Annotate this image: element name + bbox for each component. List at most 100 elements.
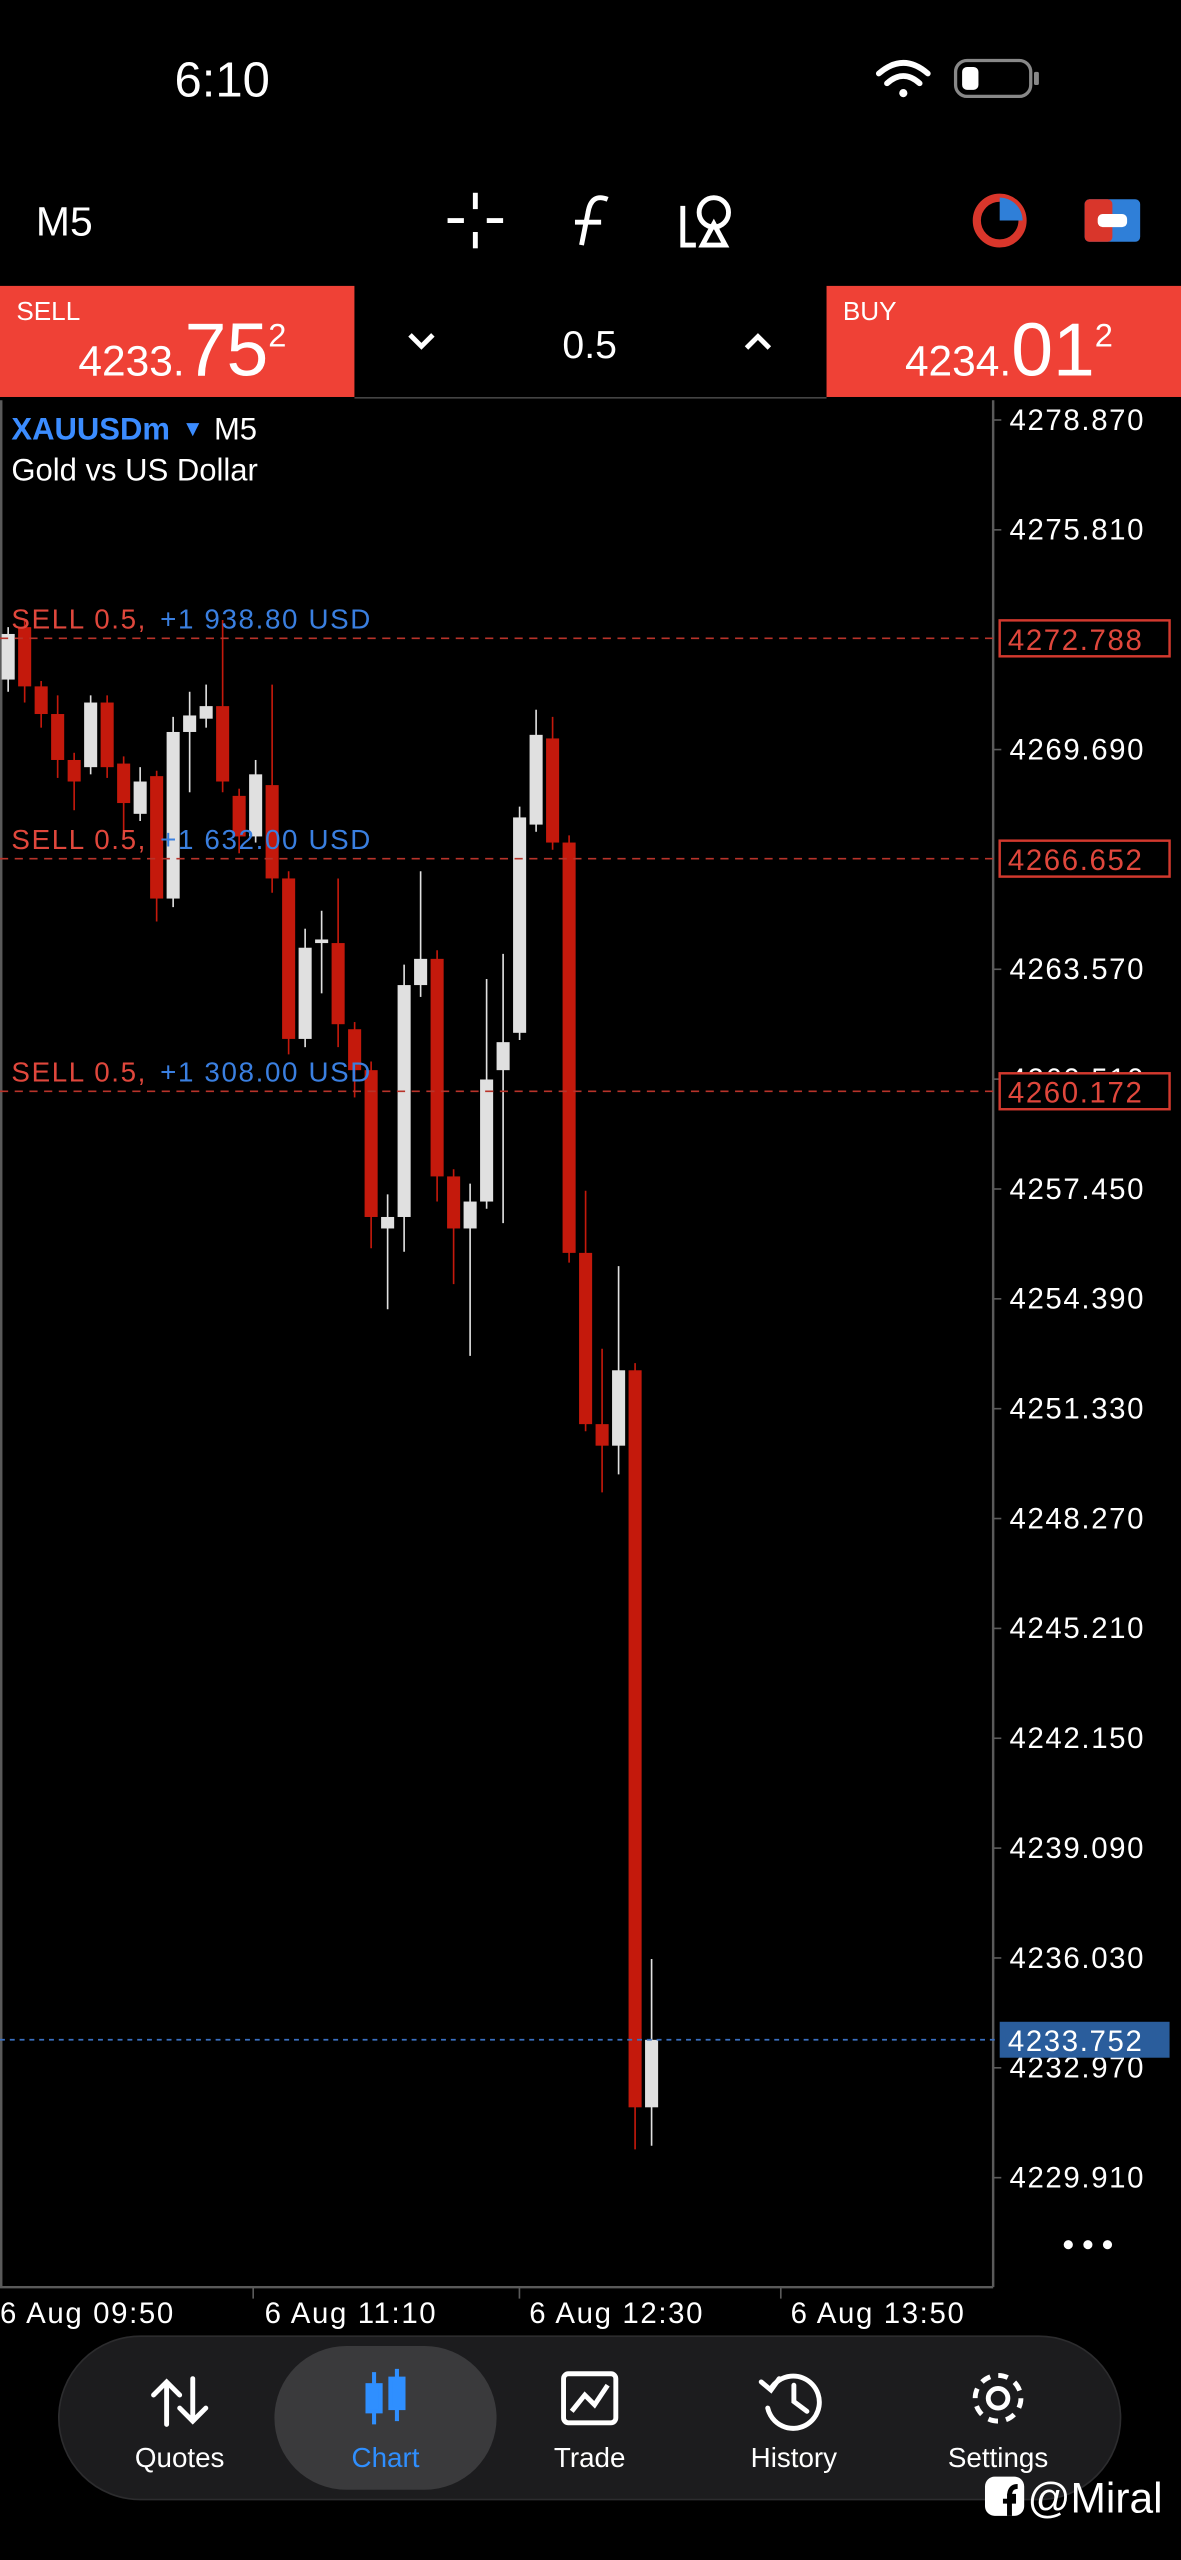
order-price-box bbox=[998, 619, 1171, 658]
crosshair-button[interactable] bbox=[447, 192, 504, 249]
chart-timeframe: M5 bbox=[214, 411, 257, 446]
volume-up[interactable] bbox=[744, 333, 772, 350]
buy-price: 4234.012 bbox=[905, 308, 1113, 392]
volume[interactable]: 0.5 bbox=[562, 324, 616, 367]
y-tick-label: 4229.910 bbox=[1009, 2161, 1145, 2194]
chart-frame bbox=[0, 400, 995, 2289]
candle-body bbox=[645, 2039, 659, 2108]
quotes-icon bbox=[151, 2376, 209, 2427]
y-tick-label: 4245.210 bbox=[1009, 1612, 1145, 1645]
candle-body bbox=[84, 702, 98, 768]
order-label: SELL 0.5, bbox=[11, 824, 147, 855]
settings-icon bbox=[972, 2372, 1024, 2424]
y-tick-label: 4248.270 bbox=[1009, 1502, 1145, 1535]
order-profit: +1 632.00 USD bbox=[160, 824, 372, 855]
buy-price-pips: 01 bbox=[1011, 308, 1095, 392]
candle-body bbox=[133, 781, 147, 814]
battery-icon bbox=[953, 58, 1039, 99]
history-icon bbox=[758, 2373, 822, 2431]
order-text: SELL 0.5, +1 308.00 USD bbox=[11, 1056, 372, 1087]
candle-body bbox=[348, 1029, 362, 1071]
nav-chart[interactable]: Chart bbox=[352, 2442, 420, 2473]
order-price: 4266.652 bbox=[1008, 844, 1144, 877]
order-profit: +1 938.80 USD bbox=[160, 604, 372, 635]
order-text: SELL 0.5, +1 632.00 USD bbox=[11, 824, 372, 855]
bid-price: 4233.752 bbox=[1008, 2025, 1144, 2058]
volume-down[interactable] bbox=[408, 333, 435, 350]
y-tick-label: 4269.690 bbox=[1009, 733, 1145, 766]
nav-trade[interactable]: Trade bbox=[554, 2442, 626, 2473]
candle-body bbox=[628, 1370, 642, 2108]
candle-body bbox=[546, 738, 560, 843]
candle-body bbox=[199, 706, 213, 719]
order-price-box bbox=[998, 1072, 1171, 1111]
bid-price-box bbox=[999, 2021, 1170, 2058]
buy-label: BUY bbox=[843, 296, 897, 326]
candle-body bbox=[480, 1079, 494, 1202]
order-price-box bbox=[998, 839, 1171, 878]
y-tick-label: 4275.810 bbox=[1009, 514, 1145, 547]
trade-icon bbox=[561, 2371, 619, 2426]
x-tick-label: 6 Aug 12:30 bbox=[529, 2297, 704, 2330]
clock: 6:10 bbox=[174, 53, 269, 107]
sell-price-prefix: 4233. bbox=[78, 338, 184, 385]
order-label: SELL 0.5, bbox=[11, 604, 147, 635]
symbol-description: Gold vs US Dollar bbox=[11, 452, 257, 487]
more-button[interactable] bbox=[1063, 2240, 1113, 2250]
indicators-button[interactable] bbox=[574, 195, 609, 246]
candle-body bbox=[51, 714, 65, 760]
watermark-icon bbox=[984, 2476, 1025, 2516]
candle-body bbox=[265, 785, 279, 879]
candle-body bbox=[150, 776, 164, 899]
order-label: SELL 0.5, bbox=[11, 1056, 147, 1087]
x-tick-label: 6 Aug 09:50 bbox=[0, 2297, 175, 2330]
candle-body bbox=[18, 627, 32, 687]
chart: 4278.8704275.8104269.6904263.5704260.510… bbox=[0, 404, 1171, 2330]
candle-body bbox=[232, 795, 246, 837]
objects-button[interactable] bbox=[680, 195, 731, 248]
buy-price-prefix: 4234. bbox=[905, 338, 1011, 385]
candle-body bbox=[381, 1216, 395, 1229]
y-tick-label: 4239.090 bbox=[1009, 1832, 1145, 1865]
order-profit: +1 308.00 USD bbox=[160, 1056, 372, 1087]
candle-body bbox=[612, 1370, 626, 1446]
symbol[interactable]: XAUUSDm bbox=[11, 411, 170, 446]
candle-body bbox=[513, 817, 527, 1033]
buy-price-fraction: 2 bbox=[1095, 316, 1113, 353]
sell-price-fraction: 2 bbox=[268, 316, 286, 353]
candle-body bbox=[282, 878, 296, 1039]
candle-body bbox=[216, 706, 230, 782]
candle-body bbox=[183, 715, 197, 732]
candle-body bbox=[414, 958, 428, 986]
nav-selected bbox=[274, 2345, 497, 2490]
chart-icon bbox=[365, 2368, 406, 2425]
candle-body bbox=[249, 774, 263, 837]
candle-body bbox=[166, 731, 180, 899]
order-text: SELL 0.5, +1 938.80 USD bbox=[11, 604, 372, 635]
buy-button[interactable] bbox=[826, 285, 1181, 397]
candle-body bbox=[595, 1424, 609, 1446]
one-click-icon[interactable] bbox=[972, 193, 1027, 248]
candle-body bbox=[67, 759, 81, 782]
nav-history[interactable]: History bbox=[751, 2442, 837, 2473]
x-tick-label: 6 Aug 11:10 bbox=[265, 2297, 438, 2330]
y-tick-label: 4251.330 bbox=[1009, 1392, 1145, 1425]
account-icon[interactable] bbox=[1084, 199, 1141, 242]
candle-body bbox=[1, 633, 15, 680]
y-tick-label: 4242.150 bbox=[1009, 1722, 1145, 1755]
candle-body bbox=[117, 763, 131, 804]
timeframe-button[interactable]: M5 bbox=[36, 198, 93, 244]
x-tick-label: 6 Aug 13:50 bbox=[791, 2297, 966, 2330]
candle-body bbox=[496, 1042, 510, 1071]
nav-quotes[interactable]: Quotes bbox=[135, 2442, 225, 2473]
candle-body bbox=[364, 1070, 378, 1217]
symbol-dropdown[interactable] bbox=[186, 423, 200, 437]
nav-settings[interactable]: Settings bbox=[948, 2442, 1048, 2473]
candle-body bbox=[397, 985, 411, 1217]
y-tick-label: 4254.390 bbox=[1009, 1283, 1145, 1316]
sell-label: SELL bbox=[16, 296, 80, 326]
sell-button[interactable] bbox=[0, 285, 355, 397]
y-tick-label: 4278.870 bbox=[1009, 404, 1145, 437]
